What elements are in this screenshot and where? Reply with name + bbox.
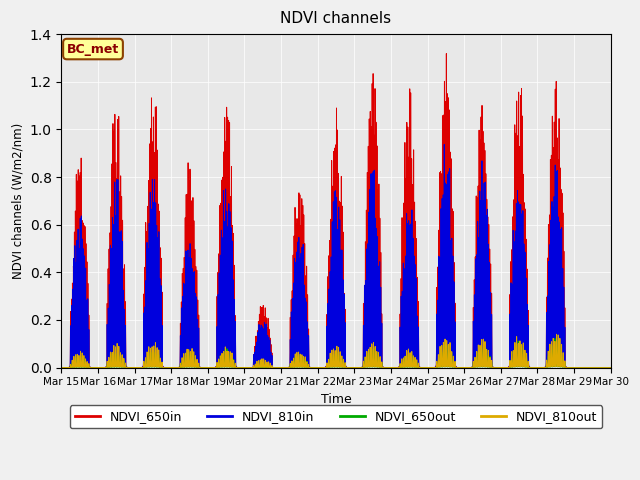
Text: BC_met: BC_met xyxy=(67,43,119,56)
NDVI_650in xyxy=(490,365,498,371)
NDVI_650out xyxy=(263,361,271,367)
NDVI_650out xyxy=(58,365,65,371)
NDVI_650out xyxy=(605,365,612,371)
NDVI_650in xyxy=(442,51,450,57)
NDVI_810out xyxy=(175,365,182,371)
NDVI_650out xyxy=(490,365,497,371)
NDVI_650in xyxy=(263,345,271,351)
NDVI_650in xyxy=(605,365,612,371)
NDVI_810in xyxy=(605,365,612,371)
NDVI_810in xyxy=(440,142,448,147)
Y-axis label: NDVI channels (W/m2/nm): NDVI channels (W/m2/nm) xyxy=(11,123,24,279)
X-axis label: Time: Time xyxy=(321,393,351,406)
NDVI_810in xyxy=(58,365,65,371)
Title: NDVI channels: NDVI channels xyxy=(280,11,392,26)
NDVI_810out xyxy=(263,359,271,365)
NDVI_650out xyxy=(169,365,177,371)
NDVI_810out xyxy=(605,365,612,371)
NDVI_650in xyxy=(58,365,65,371)
NDVI_650in xyxy=(169,365,177,371)
Line: NDVI_650out: NDVI_650out xyxy=(61,338,611,368)
Line: NDVI_650in: NDVI_650in xyxy=(61,54,611,368)
NDVI_810out xyxy=(553,331,561,337)
Line: NDVI_810in: NDVI_810in xyxy=(61,144,611,368)
NDVI_810in xyxy=(490,365,498,371)
NDVI_810out xyxy=(412,364,420,370)
NDVI_650in xyxy=(607,365,614,371)
NDVI_810in xyxy=(175,364,182,370)
NDVI_650in xyxy=(412,343,420,349)
NDVI_810in xyxy=(607,365,614,371)
Line: NDVI_810out: NDVI_810out xyxy=(61,334,611,368)
NDVI_810out xyxy=(607,365,614,371)
NDVI_810in xyxy=(412,361,420,367)
NDVI_650out xyxy=(607,365,614,371)
NDVI_810in xyxy=(263,363,271,369)
NDVI_810out xyxy=(169,365,177,371)
NDVI_810in xyxy=(169,365,177,371)
NDVI_810out xyxy=(58,365,65,371)
NDVI_650out xyxy=(175,365,182,371)
Legend: NDVI_650in, NDVI_810in, NDVI_650out, NDVI_810out: NDVI_650in, NDVI_810in, NDVI_650out, NDV… xyxy=(70,405,602,428)
NDVI_650out xyxy=(412,364,420,370)
NDVI_810out xyxy=(490,365,497,371)
NDVI_650out xyxy=(551,336,559,341)
NDVI_650in xyxy=(175,364,182,370)
